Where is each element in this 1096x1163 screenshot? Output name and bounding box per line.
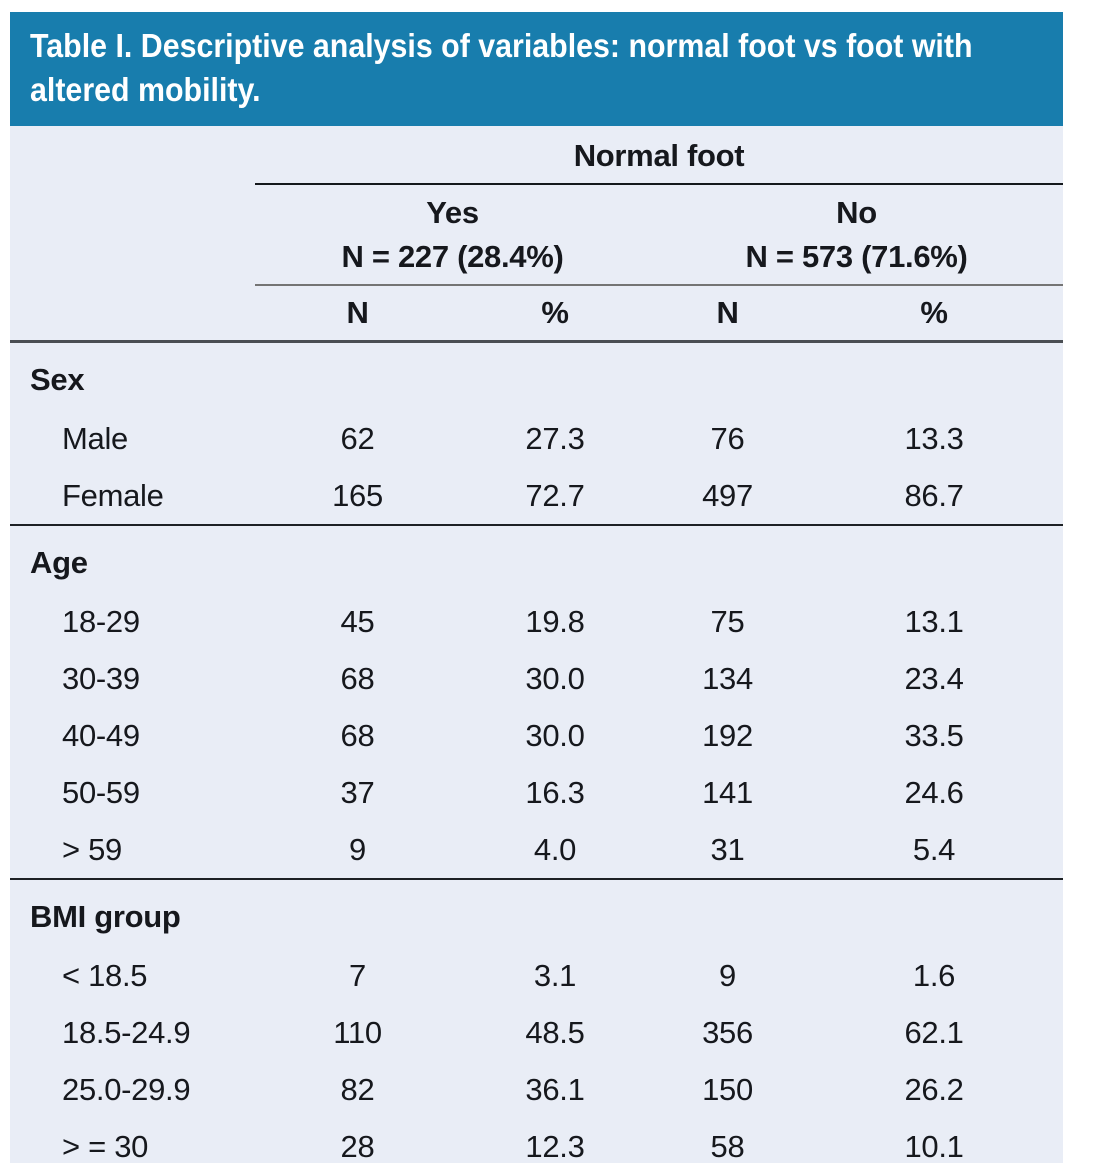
- cell-value: 23.4: [904, 660, 964, 696]
- table-row: Male 62 27.3 76 13.3: [10, 410, 1063, 467]
- cell-value: 68: [340, 717, 375, 753]
- cell-value: 37: [340, 774, 375, 810]
- cell-value: 86.7: [805, 467, 1064, 527]
- row-label: 50-59: [62, 774, 140, 810]
- cell-value: 72.7: [460, 467, 650, 527]
- section-header-row: Sex: [10, 342, 1063, 411]
- colgroup-yes: Yes N = 227 (28.4%): [255, 184, 650, 287]
- cell-value: 75: [710, 603, 745, 639]
- section-name: BMI group: [30, 898, 181, 934]
- cell-value: 62.1: [904, 1014, 964, 1050]
- header-spacer: [10, 128, 255, 184]
- table-title: Table I. Descriptive analysis of variabl…: [30, 27, 973, 108]
- cell-value: 497: [650, 467, 805, 527]
- cell-value: 33.5: [904, 717, 964, 753]
- cell-value: 58: [650, 1118, 805, 1163]
- cell-value: 5.4: [805, 821, 1064, 881]
- header-spacer: [10, 285, 255, 344]
- colgroup-no-count: N = 573 (71.6%): [745, 238, 968, 274]
- cell-value: 30.0: [525, 717, 585, 753]
- cell-value: 30.0: [525, 660, 585, 696]
- cell-value: 24.6: [904, 774, 964, 810]
- cell-value: 48.5: [525, 1014, 585, 1050]
- cell-value: 165: [255, 467, 460, 527]
- table-row: < 18.5 7 3.1 9 1.6: [10, 947, 1063, 1004]
- colgroup-yes-label: Yes: [426, 194, 479, 230]
- table-title-bar: Table I. Descriptive analysis of variabl…: [10, 12, 1063, 127]
- cell-value: 10.1: [805, 1118, 1064, 1163]
- cell-value: 3.1: [533, 957, 577, 993]
- cell-value: 62: [340, 420, 375, 456]
- cell-value: 192: [702, 717, 753, 753]
- cell-value: 9: [719, 957, 736, 993]
- cell-value: 76: [710, 420, 745, 456]
- cell-value: 4.0: [460, 821, 650, 881]
- header-spacer: [10, 184, 255, 285]
- row-label: > 59: [10, 821, 255, 881]
- cell-value: 16.3: [525, 774, 585, 810]
- cell-value: 7: [349, 957, 366, 993]
- cell-value: 141: [702, 774, 753, 810]
- row-label: Male: [62, 420, 128, 456]
- table-row: 40-49 68 30.0 192 33.5: [10, 707, 1063, 764]
- row-label: 18-29: [62, 603, 140, 639]
- cell-value: 13.3: [904, 420, 964, 456]
- cell-value: 150: [702, 1071, 753, 1107]
- cell-value: 9: [255, 821, 460, 881]
- column-header-n-no: N: [650, 285, 805, 344]
- group-header-row: Normal foot: [10, 128, 1064, 186]
- colgroup-yes-count: N = 227 (28.4%): [341, 238, 564, 274]
- descriptive-table: Normal foot Yes N = 227 (28.4%) No N = 5…: [10, 128, 1064, 1163]
- table-row: 25.0-29.9 82 36.1 150 26.2: [10, 1061, 1063, 1118]
- colgroup-no: No N = 573 (71.6%): [650, 184, 1064, 287]
- table-row: > = 30 28 12.3 58 10.1: [10, 1118, 1064, 1163]
- group-header-normal-foot: Normal foot: [255, 128, 1064, 186]
- cell-value: 28: [255, 1118, 460, 1163]
- table-row: > 59 9 4.0 31 5.4: [10, 821, 1064, 881]
- cell-value: 134: [702, 660, 753, 696]
- row-label: > = 30: [10, 1118, 255, 1163]
- table-body: Sex Male 62 27.3 76 13.3 Female 165 72.7 497 86.7 A…: [10, 342, 1064, 1163]
- colgroup-no-label: No: [836, 194, 877, 230]
- table-row: 50-59 37 16.3 141 24.6: [10, 764, 1063, 821]
- cell-value: 1.6: [912, 957, 956, 993]
- row-label: < 18.5: [62, 957, 148, 993]
- table-row: 30-39 68 30.0 134 23.4: [10, 650, 1063, 707]
- table-row: 18.5-24.9 110 48.5 356 62.1: [10, 1004, 1063, 1061]
- cell-value: 45: [340, 603, 375, 639]
- row-label: 25.0-29.9: [62, 1071, 191, 1107]
- section-name: Sex: [30, 361, 85, 397]
- cell-value: 356: [702, 1014, 753, 1050]
- table-area: Normal foot Yes N = 227 (28.4%) No N = 5…: [10, 126, 1064, 1163]
- column-header-pct-yes: %: [460, 285, 650, 344]
- section-header-row: Age: [10, 525, 1063, 593]
- cell-value: 26.2: [904, 1071, 964, 1107]
- table-figure: Table I. Descriptive analysis of variabl…: [10, 12, 1064, 1163]
- cell-value: 82: [340, 1071, 375, 1107]
- cell-value: 110: [333, 1014, 382, 1050]
- cell-value: 12.3: [460, 1118, 650, 1163]
- cell-value: 13.1: [904, 603, 964, 639]
- column-header-pct-no: %: [805, 285, 1064, 344]
- cell-value: 19.8: [525, 603, 585, 639]
- section-name: Age: [30, 544, 88, 580]
- table-row: 18-29 45 19.8 75 13.1: [10, 593, 1063, 650]
- table-row: Female 165 72.7 497 86.7: [10, 467, 1064, 527]
- section-header-row: BMI group: [10, 879, 1063, 947]
- row-label: 40-49: [62, 717, 140, 753]
- colgroup-header-row: Yes N = 227 (28.4%) No N = 573 (71.6%): [10, 184, 1064, 287]
- row-label: 18.5-24.9: [62, 1014, 191, 1050]
- cell-value: 31: [650, 821, 805, 881]
- cell-value: 27.3: [525, 420, 585, 456]
- column-header-row: N % N %: [10, 285, 1064, 344]
- column-header-n-yes: N: [255, 285, 460, 344]
- cell-value: 68: [340, 660, 375, 696]
- row-label: Female: [10, 467, 255, 527]
- cell-value: 36.1: [525, 1071, 585, 1107]
- row-label: 30-39: [62, 660, 140, 696]
